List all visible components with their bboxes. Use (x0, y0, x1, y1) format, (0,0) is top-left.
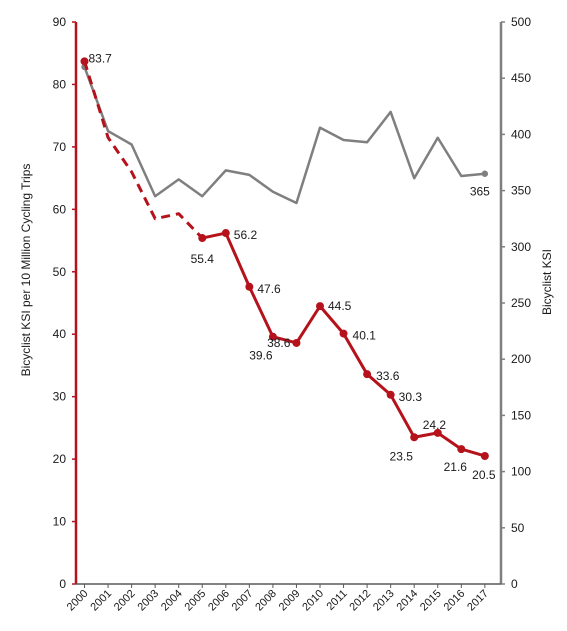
right-tick-label: 100 (511, 465, 531, 479)
ksi-rate-point (410, 433, 419, 442)
right-axis: 0 50 100 150 200 250 300 350 400 450 500 (499, 15, 531, 591)
x-tick-label: 2012 (347, 588, 373, 614)
ksi-rate-point (386, 390, 395, 399)
right-tick-label: 500 (511, 15, 531, 29)
ksi-rate-point (245, 282, 254, 291)
x-tick-label: 2011 (324, 588, 349, 613)
ksi-rate-data-label: 33.6 (376, 369, 400, 383)
ksi-rate-data-label: 56.2 (234, 228, 258, 242)
ksi-rate-data-label: 30.3 (399, 390, 423, 404)
right-tick-label: 300 (511, 240, 531, 254)
x-axis: 2000200120022003200420052006200720082009… (65, 583, 501, 614)
ksi-rate-point (457, 445, 466, 454)
ksi-rate-point (198, 234, 207, 243)
ksi-rate-data-label: 24.2 (423, 418, 447, 432)
left-tick-label: 70 (53, 140, 67, 154)
right-tick-label: 150 (511, 408, 531, 422)
ksi-rate-data-label: 83.7 (89, 51, 113, 65)
ksi-rate-point (292, 338, 301, 347)
ksi-rate-data-label: 23.5 (390, 449, 414, 463)
ksi-rate-point (80, 57, 89, 66)
right-tick-label: 0 (511, 577, 518, 591)
x-tick-label: 2014 (395, 588, 421, 614)
x-tick-label: 2001 (88, 588, 114, 614)
bicyclist-ksi-data-label: 365 (470, 185, 490, 199)
left-axis: 0 10 20 30 40 50 60 70 80 90 (53, 15, 78, 591)
left-tick-label: 20 (53, 452, 67, 466)
x-tick-label: 2000 (65, 588, 91, 614)
x-tick-label: 2002 (112, 588, 138, 614)
left-tick-label: 60 (53, 202, 67, 216)
ksi-rate-data-label: 40.1 (353, 329, 377, 343)
x-tick-label: 2015 (418, 588, 444, 614)
x-tick-label: 2005 (183, 588, 209, 614)
right-axis-title: Bicyclist KSI (540, 249, 554, 315)
ksi-rate-data-label: 47.6 (257, 282, 281, 296)
left-tick-label: 50 (53, 265, 67, 279)
bicyclist-ksi-point (481, 170, 489, 177)
x-tick-label: 2009 (277, 588, 303, 614)
left-tick-label: 30 (53, 390, 67, 404)
right-tick-label: 450 (511, 71, 531, 85)
x-tick-label: 2010 (300, 588, 326, 614)
ksi-rate-point (363, 370, 372, 379)
ksi-rate-data-label: 38.6 (267, 336, 291, 350)
left-axis-title: Bicyclist KSI per 10 Million Cycling Tri… (19, 164, 33, 377)
ksi-rate-data-label: 21.6 (444, 460, 468, 474)
ksi-rate-point (268, 332, 277, 341)
x-tick-label: 2008 (253, 588, 279, 614)
ksi-rate-line-dashed (83, 60, 204, 240)
right-tick-label: 200 (511, 352, 531, 366)
x-tick-label: 2016 (442, 588, 468, 614)
left-tick-label: 0 (59, 577, 66, 591)
ksi-rate-point (433, 428, 442, 437)
x-tick-label: 2003 (135, 588, 161, 614)
ksi-rate-series: 83.7 55.4 56.2 47.6 39.638.6 44.5 40.1 33.6 30.3… (80, 51, 496, 482)
ksi-rate-data-label: 44.5 (328, 299, 352, 313)
ksi-rate-point (221, 229, 230, 238)
ksi-rate-data-label: 39.6 (249, 349, 273, 363)
right-tick-label: 50 (511, 521, 525, 535)
ksi-rate-point (339, 329, 348, 338)
left-tick-label: 10 (53, 515, 67, 529)
ksi-rate-point (480, 451, 489, 460)
x-tick-label: 2004 (159, 588, 185, 614)
bicyclist-ksi-line (83, 66, 485, 205)
right-tick-label: 400 (511, 127, 531, 141)
x-tick-label: 2007 (230, 588, 256, 614)
ksi-rate-data-label: 55.4 (191, 252, 215, 266)
x-tick-label: 2013 (371, 588, 397, 614)
ksi-rate-point (316, 302, 324, 311)
right-tick-label: 250 (511, 296, 531, 310)
left-tick-label: 80 (53, 77, 67, 91)
ksi-rate-data-label: 20.5 (472, 468, 496, 482)
right-tick-label: 350 (511, 184, 531, 198)
left-tick-label: 40 (53, 327, 67, 341)
x-tick-label: 2017 (465, 588, 491, 614)
x-tick-label: 2006 (206, 588, 232, 614)
left-tick-label: 90 (53, 15, 67, 29)
bicyclist-ksi-series: 365 (81, 63, 490, 205)
